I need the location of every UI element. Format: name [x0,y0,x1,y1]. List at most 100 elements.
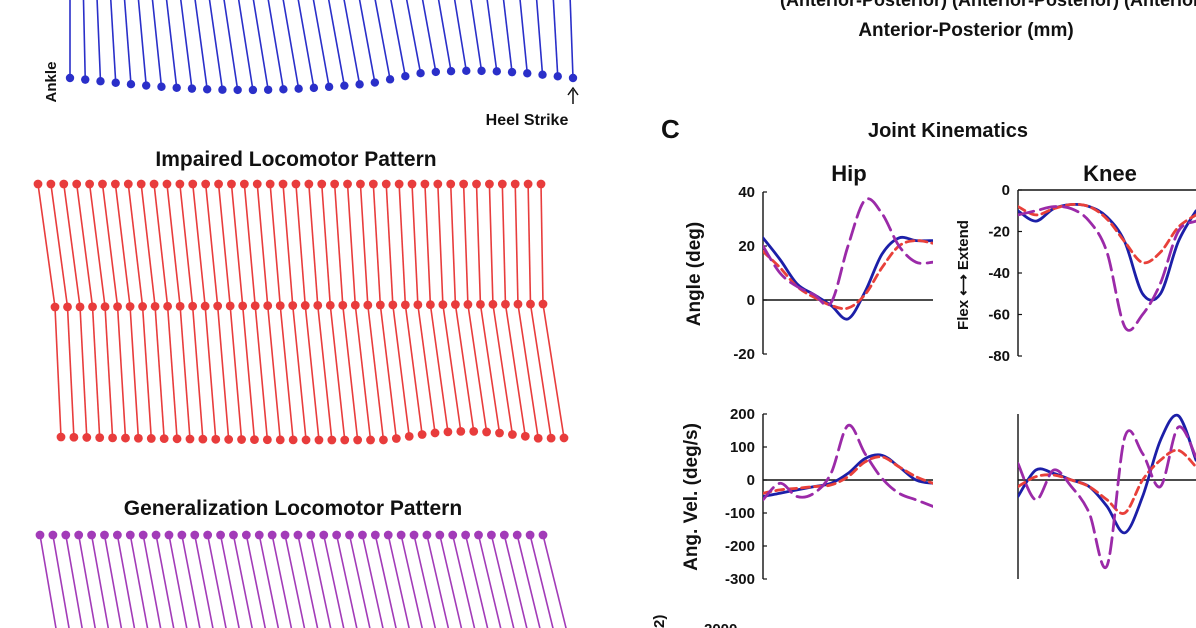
joint-marker [74,530,84,540]
joint-marker [523,69,532,78]
series-line-purple [763,197,933,307]
stick-segment [168,534,188,628]
angle-ylabel: Angle (deg) [684,222,705,327]
stick-segment [204,306,217,440]
joint-marker [48,530,58,540]
stick-segment [464,534,489,628]
stick-segment [269,183,282,306]
stick-segment [282,0,300,89]
series-line-red [1018,202,1196,265]
stick-segment [101,183,119,307]
stick-segment [154,306,165,439]
joint-marker [304,179,314,189]
joint-marker [559,433,569,443]
joint-marker [218,85,227,94]
stick-segment [279,305,294,440]
joint-marker [151,530,161,540]
joint-marker [492,67,501,76]
stick-segment [527,183,532,305]
stick-segment [400,534,423,628]
joint-marker [523,179,533,189]
ankle-label: Ankle [43,62,60,103]
joint-marker [358,530,367,540]
joint-marker [159,434,169,444]
joint-marker [248,85,258,95]
joint-marker [433,179,443,189]
joint-marker [185,434,195,444]
stick-segment [291,305,307,441]
joint-marker [136,179,146,189]
stick-segment [256,183,269,306]
joint-marker [396,530,406,540]
y-tick-label: 0 [1002,182,1010,199]
joint-marker [313,300,323,310]
y-tick-label: 40 [738,184,755,201]
stick-segment [219,534,240,628]
knee-title: Knee [1083,161,1137,186]
joint-marker [404,431,414,441]
joint-marker [63,302,72,312]
stick-segment [335,534,358,628]
stick-segment [88,183,106,307]
stick-segment [354,305,372,441]
stick-segment [129,534,149,628]
joint-marker [370,530,380,540]
joint-marker [190,530,200,540]
stick-segment [398,183,407,305]
joint-marker [446,66,456,76]
hip-velocity-plot: -300 -200 -100 0 100 200 [725,406,933,588]
stick-segment [417,304,436,434]
joint-marker [538,299,548,309]
stick-segment [333,183,344,306]
stick-segment [477,534,502,628]
stick-segment [75,183,94,307]
stick-segment [217,183,231,306]
joint-marker [324,82,334,92]
bottom-cut-label: 2) [651,615,668,628]
joint-marker [474,530,483,540]
joint-marker [50,302,60,312]
top-cut-text: (Anterior-Posterior) (Anterior-Posterior… [780,0,1196,10]
flex-extend-label: Flex ⟷ Extend [955,220,972,330]
stick-segment [467,304,488,433]
stick-segment [230,183,244,306]
y-tick-label: -80 [988,348,1010,365]
stick-segment [297,0,315,89]
y-tick-label: 0 [747,472,755,489]
joint-marker [291,179,301,189]
stick-segment [129,306,140,439]
joint-marker [214,179,223,189]
joint-marker [501,299,510,309]
joint-marker [252,179,262,189]
joint-marker [443,427,453,437]
joint-marker [438,300,448,310]
joint-marker [188,301,198,311]
stick-segment [346,183,357,306]
stick-segment [258,534,280,628]
joint-marker [508,430,517,439]
series-line-red [763,455,933,495]
joint-marker [485,179,494,189]
joint-marker [175,179,185,189]
joint-marker [446,179,456,189]
joint-marker [250,435,259,445]
joint-marker [507,67,517,77]
stick-segment [404,304,423,435]
stick-segment [379,304,398,439]
bottom-cut-tick: 2000 [704,621,737,628]
joint-marker [300,301,310,310]
joint-marker [142,81,151,90]
stick-segment [542,534,567,628]
joint-marker [526,299,535,309]
joint-marker [241,530,251,540]
joint-marker [110,179,120,189]
joint-marker [56,432,66,442]
stick-segment [180,0,193,89]
joint-marker [355,80,364,89]
joint-marker [417,430,427,439]
joint-marker [401,71,410,81]
stick-segment [90,534,110,628]
joint-marker [216,530,225,540]
series-line-blue [1018,413,1196,535]
